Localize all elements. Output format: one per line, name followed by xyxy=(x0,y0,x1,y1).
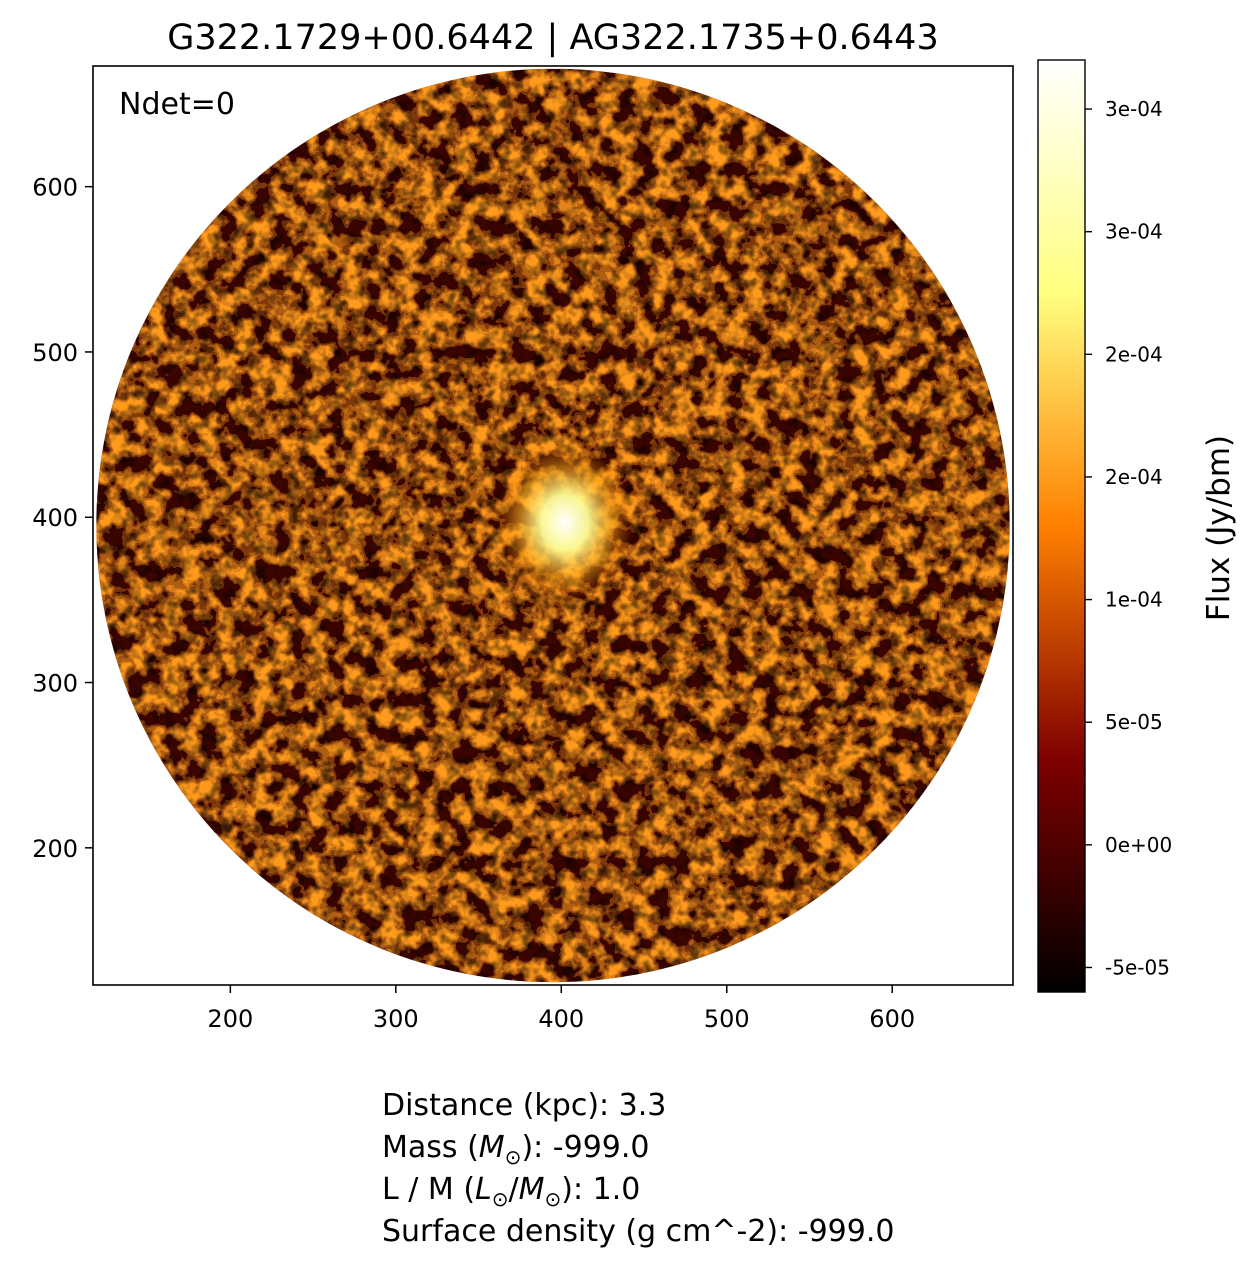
x-tick-label: 600 xyxy=(869,1005,915,1033)
x-tick-label: 200 xyxy=(207,1005,253,1033)
info-line: L / M (L⊙/M⊙): 1.0 xyxy=(382,1169,894,1211)
info-text: Distance (kpc): 3.3 xyxy=(382,1088,667,1123)
info-text: Mass ( xyxy=(382,1130,479,1165)
x-tick-label: 300 xyxy=(373,1005,419,1033)
info-text: ⊙ xyxy=(504,1145,522,1169)
y-axis: 200 300 400 500 600 xyxy=(32,174,93,863)
ndet-annotation: Ndet=0 xyxy=(119,87,235,122)
x-tick-label: 400 xyxy=(538,1005,584,1033)
colorbar-tick-label: 5e-05 xyxy=(1105,710,1163,734)
info-line: Distance (kpc): 3.3 xyxy=(382,1085,894,1127)
plot-frame xyxy=(92,65,1014,986)
y-tick-label: 400 xyxy=(32,504,78,532)
x-tick-label: 500 xyxy=(704,1005,750,1033)
colorbar-axis: -5e-05 0e+00 5e-05 1e-04 2e-04 2e-04 3e-04 3e-0… xyxy=(1085,97,1172,979)
colorbar-tick-label: 3e-04 xyxy=(1105,97,1163,121)
colorbar-tick-label: 2e-04 xyxy=(1105,342,1163,366)
flux-map-image xyxy=(96,68,1010,983)
colorbar-tick-label: 2e-04 xyxy=(1105,465,1163,489)
bright-source-emission xyxy=(496,444,633,601)
colorbar-tick-label: 0e+00 xyxy=(1105,833,1172,857)
info-line: Mass (M⊙): -999.0 xyxy=(382,1127,894,1169)
info-text: ⊙ xyxy=(544,1187,562,1211)
info-text: L xyxy=(475,1172,492,1207)
x-axis: 200 300 400 500 600 xyxy=(207,985,915,1033)
colorbar-tick-label: -5e-05 xyxy=(1105,955,1170,979)
chart-title: G322.1729+00.6442 | AG322.1735+0.6443 xyxy=(167,18,938,58)
info-text: ): 1.0 xyxy=(561,1172,641,1207)
info-text: / xyxy=(508,1172,519,1207)
info-line: Surface density (g cm^-2): -999.0 xyxy=(382,1211,894,1253)
info-text: Surface density (g cm^-2): -999.0 xyxy=(382,1214,895,1249)
info-text: M xyxy=(478,1130,505,1165)
y-tick-label: 600 xyxy=(32,174,78,202)
info-text: M xyxy=(518,1172,545,1207)
y-tick-label: 200 xyxy=(32,835,78,863)
info-text: ⊙ xyxy=(491,1187,509,1211)
colorbar-tick-label: 1e-04 xyxy=(1105,588,1163,612)
info-text: ): -999.0 xyxy=(521,1130,650,1165)
y-tick-label: 300 xyxy=(32,670,78,698)
info-block: Distance (kpc): 3.3 Mass (M⊙): -999.0 L / … xyxy=(382,1085,894,1253)
colorbar-label: Flux (Jy/bm) xyxy=(1201,435,1237,621)
info-text: L / M ( xyxy=(382,1172,476,1207)
y-tick-label: 500 xyxy=(32,339,78,367)
colorbar xyxy=(1037,59,1086,993)
colorbar-tick-label: 3e-04 xyxy=(1105,220,1163,244)
